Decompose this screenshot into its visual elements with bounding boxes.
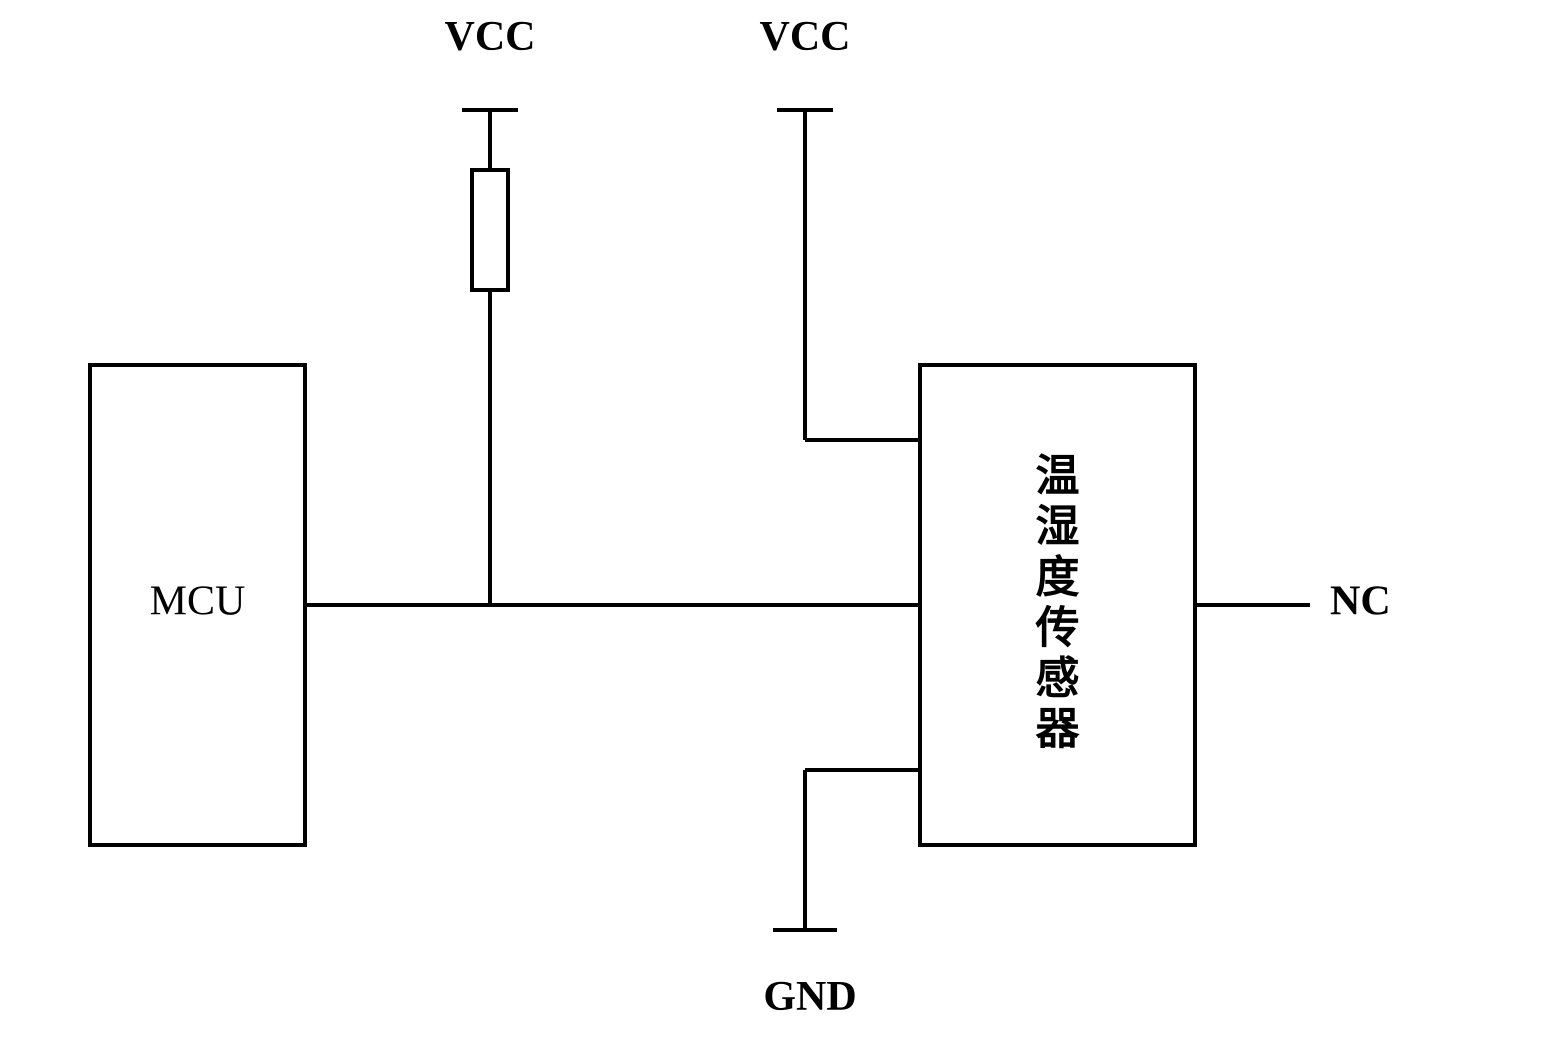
svg-text:湿: 湿 [1036,502,1080,551]
nc-label: NC [1330,579,1391,625]
svg-text:器: 器 [1036,705,1081,754]
svg-text:感: 感 [1036,654,1080,703]
svg-text:度: 度 [1036,553,1080,602]
vcc-right-label: VCC [760,14,851,60]
svg-text:温: 温 [1036,452,1080,501]
vcc-left-label: VCC [445,14,536,60]
pullup-resistor [472,170,508,290]
svg-text:传: 传 [1035,603,1080,652]
mcu-label: MCU [150,579,246,625]
sensor-label: 温湿度传感器 [1035,452,1081,754]
gnd-label: GND [763,974,856,1020]
